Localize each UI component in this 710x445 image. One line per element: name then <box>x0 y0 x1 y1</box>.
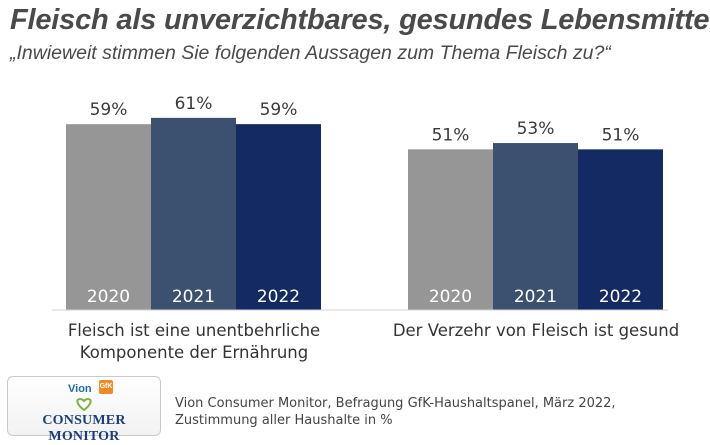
bar-2022-group-1 <box>236 124 321 311</box>
category-label-1-line-2: Komponente der Ernährung <box>80 343 308 362</box>
category-label-2-line-1: Der Verzehr von Fleisch ist gesund <box>393 321 679 340</box>
heart-icon <box>76 397 92 411</box>
data-label-2022-group-2: 51% <box>602 125 640 145</box>
data-label-2021-group-2: 53% <box>517 119 555 139</box>
logo-partner: GfK <box>99 380 113 394</box>
year-label-2022-group-1: 2022 <box>257 287 300 307</box>
bar-2022-group-2 <box>578 149 663 310</box>
consumer-monitor-logo: Vion GfK CONSUMER MONITOR <box>7 376 161 444</box>
category-label-1-line-1: Fleisch ist eine unentbehrliche <box>68 321 320 340</box>
source-note: Vion Consumer Monitor, Befragung GfK-Hau… <box>175 395 616 429</box>
bar-2021-group-1 <box>151 117 236 310</box>
year-label-2020-group-2: 2020 <box>429 287 472 307</box>
chart-subtitle: „Inwieweit stimmen Sie folgenden Aussage… <box>10 42 611 64</box>
year-label-2020-group-1: 2020 <box>87 287 130 307</box>
bar-chart: 59% 2020 61% 2021 59% 2022 Fleisch ist eine un… <box>52 94 679 362</box>
data-label-2020-group-2: 51% <box>432 125 470 145</box>
year-label-2022-group-2: 2022 <box>599 287 642 307</box>
chart-title: Fleisch als unverzichtbares, gesundes Le… <box>10 4 710 36</box>
source-line-2: Zustimmung aller Haushalte in % <box>175 413 393 428</box>
data-label-2020-group-1: 59% <box>90 100 128 120</box>
bar-2020-group-2 <box>408 149 493 310</box>
data-label-2021-group-1: 61% <box>175 94 213 114</box>
bar-2020-group-1 <box>66 124 151 311</box>
bar-2021-group-2 <box>493 143 578 310</box>
logo-brand: Vion <box>68 383 92 395</box>
logo-name: CONSUMER MONITOR <box>42 413 126 444</box>
year-label-2021-group-1: 2021 <box>172 287 215 307</box>
data-label-2022-group-1: 59% <box>260 100 298 120</box>
source-line-1: Vion Consumer Monitor, Befragung GfK-Hau… <box>175 396 616 411</box>
year-label-2021-group-2: 2021 <box>514 287 557 307</box>
